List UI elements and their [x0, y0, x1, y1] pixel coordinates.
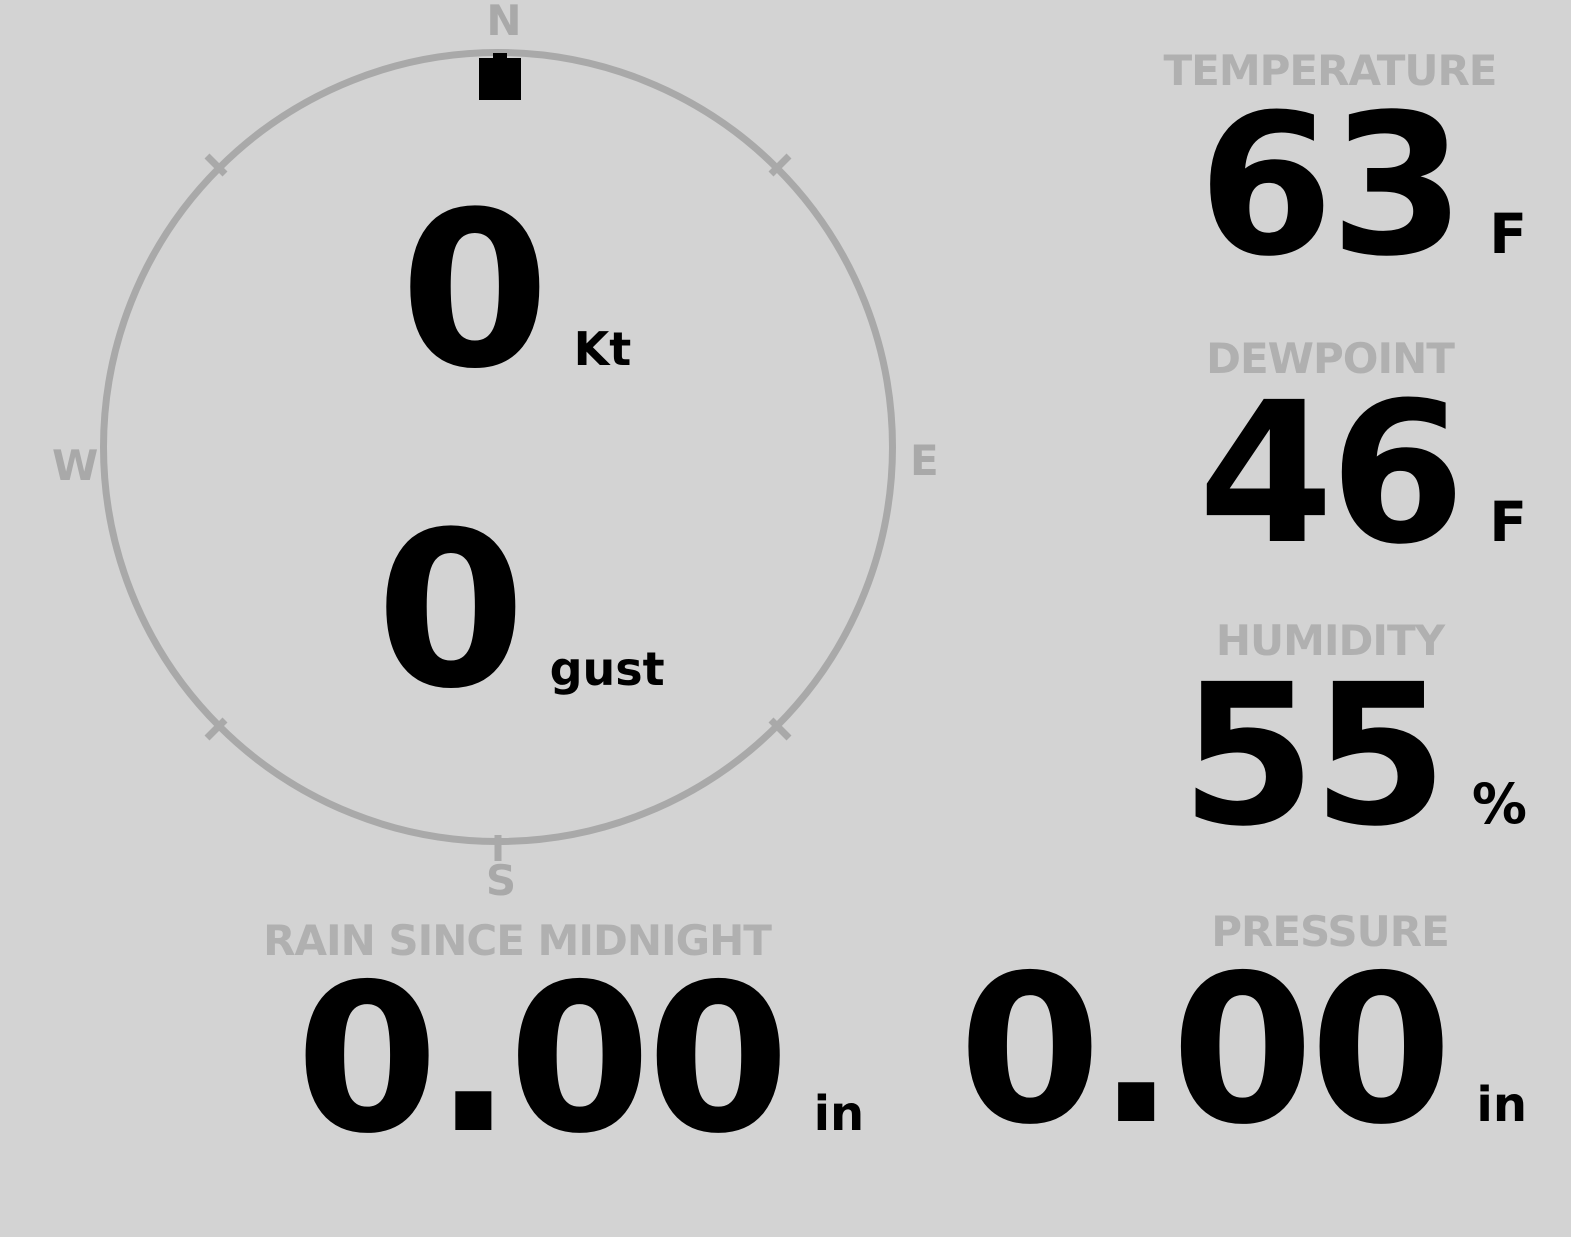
metric-rain-since-midnight: RAIN SINCE MIDNIGHT 0.00 in — [240, 920, 920, 1163]
dewpoint-label: DEWPOINT — [1206, 334, 1455, 383]
pressure-value-row: 0.00 in — [959, 949, 1550, 1154]
wind-direction-marker — [479, 53, 521, 100]
temperature-value-row: 63 F — [1020, 88, 1550, 283]
temperature-label: TEMPERATURE — [1163, 46, 1498, 95]
humidity-value: 55 — [1180, 642, 1448, 869]
wind-compass-dial — [100, 49, 896, 861]
wind-speed-unit: Kt — [573, 322, 632, 376]
temperature-value: 63 — [1198, 72, 1465, 299]
rain-since-midnight-value-row: 0.00 in — [240, 958, 920, 1163]
metric-dewpoint: DEWPOINT 46 F — [1020, 338, 1550, 572]
dewpoint-unit: F — [1489, 490, 1527, 554]
compass-label-west: W — [52, 441, 99, 490]
metric-humidity: HUMIDITY 55 % — [1020, 620, 1550, 854]
wind-gust-unit: gust — [549, 642, 665, 696]
humidity-label: HUMIDITY — [1215, 616, 1445, 665]
metric-pressure: PRESSURE 0.00 in — [959, 911, 1550, 1154]
compass-tick-sw — [204, 717, 228, 741]
compass-label-south: S — [485, 856, 517, 905]
compass-label-east: E — [910, 436, 939, 485]
humidity-unit: % — [1471, 772, 1527, 836]
wind-speed: 0 Kt — [400, 183, 631, 398]
wind-gust: 0 gust — [376, 503, 665, 718]
compass-label-north: N — [486, 0, 522, 45]
compass-tick-se — [768, 717, 792, 741]
rain-since-midnight-label: RAIN SINCE MIDNIGHT — [263, 916, 772, 965]
wind-speed-value: 0 — [400, 165, 550, 416]
dewpoint-value: 46 — [1198, 360, 1465, 587]
temperature-unit: F — [1489, 202, 1527, 266]
compass-tick-ne — [768, 153, 792, 177]
pressure-value: 0.00 — [958, 932, 1453, 1170]
rain-since-midnight-unit: in — [813, 1086, 865, 1142]
humidity-value-row: 55 % — [1020, 658, 1550, 853]
metric-temperature: TEMPERATURE 63 F — [1020, 50, 1550, 284]
compass-tick-nw — [204, 153, 228, 177]
rain-since-midnight-value: 0.00 — [295, 941, 790, 1179]
pressure-label: PRESSURE — [1211, 907, 1450, 956]
wind-gust-value: 0 — [376, 485, 526, 736]
pressure-unit: in — [1476, 1077, 1527, 1133]
dewpoint-value-row: 46 F — [1020, 376, 1550, 571]
